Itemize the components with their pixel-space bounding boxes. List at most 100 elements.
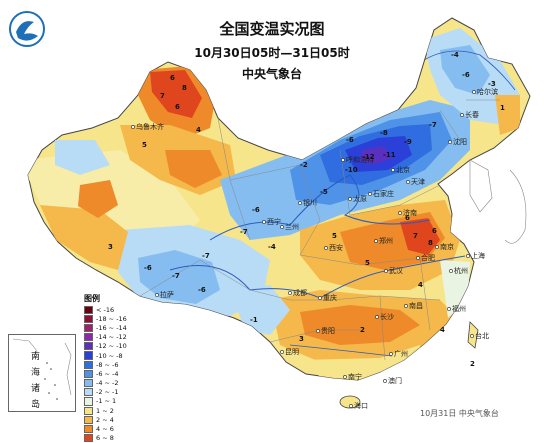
temperature-value: -4 <box>451 51 459 59</box>
zone-xinjiang-deepred <box>150 70 202 118</box>
legend-swatch <box>84 388 93 397</box>
footer-credit: 10月31日 中央气象台 <box>420 409 499 418</box>
city-label: 哈尔滨 <box>477 88 498 96</box>
city-dot <box>449 269 453 273</box>
city-label: 澳门 <box>388 377 402 385</box>
legend-swatch <box>84 369 93 378</box>
legend-label: 2 ~ 4 <box>96 415 114 424</box>
zone-northeast-orange <box>495 95 520 135</box>
legend-label: -4 ~ -2 <box>96 379 119 388</box>
legend-label: 1 ~ 2 <box>96 406 114 415</box>
city-dot <box>324 246 328 250</box>
temperature-value: -6 <box>346 136 354 144</box>
temperature-value: 8 <box>182 84 187 92</box>
city-label: 福州 <box>452 305 466 313</box>
temperature-value: 3 <box>299 335 304 343</box>
temperature-value: -6 <box>252 206 260 214</box>
pearl-river <box>289 344 393 357</box>
korea-peninsula <box>469 159 493 213</box>
zone-sw-lightblue <box>230 285 290 335</box>
city-label: 西安 <box>329 244 343 252</box>
temperature-value: 6 <box>405 214 410 222</box>
temperature-value: -2 <box>300 161 308 169</box>
legend-item: -1 ~ 1 <box>84 397 134 406</box>
city-label: 兰州 <box>285 223 299 231</box>
city-label: 呼和浩特 <box>346 156 374 164</box>
temperature-value: 7 <box>160 92 165 100</box>
zone-south-orange-2 <box>78 180 118 218</box>
city-dot <box>316 329 320 333</box>
map-subtitle: 10月30日05时—31日05时 <box>194 46 350 60</box>
city-label: 济南 <box>403 209 417 217</box>
temperature-value: -7 <box>240 228 248 236</box>
legend-swatch <box>84 397 93 406</box>
temperature-value: 5 <box>332 232 337 240</box>
city-dot <box>343 375 347 379</box>
legend-item: -10 ~ -8 <box>84 351 134 360</box>
legend-swatch <box>84 333 93 342</box>
legend-rows: < -16 -18 ~ -16 -16 ~ -14 -14 ~ -12 -12 ~ -1… <box>84 305 134 443</box>
temperature-value: 2 <box>470 360 475 368</box>
agency-name: 中央气象台 <box>241 67 302 81</box>
city-dot <box>288 291 292 295</box>
city-dot <box>383 379 387 383</box>
city-label: 贵阳 <box>321 327 335 335</box>
city-dot <box>398 211 402 215</box>
legend-label: < -16 <box>96 305 115 314</box>
legend-swatch <box>84 314 93 323</box>
temperature-value: -7 <box>429 121 437 129</box>
legend-swatch <box>84 342 93 351</box>
city-label: 合肥 <box>421 254 435 262</box>
temperature-value: -6 <box>462 71 470 79</box>
city-dot <box>472 90 476 94</box>
japan-outline <box>504 169 527 244</box>
city-label: 沈阳 <box>453 138 467 146</box>
city-dot <box>375 315 379 319</box>
city-label: 昆明 <box>285 348 299 356</box>
temperature-value: -6 <box>198 286 206 294</box>
legend: 图例 < -16 -18 ~ -16 -16 ~ -14 -14 ~ -12 -12 ~… <box>84 293 134 443</box>
city-dot <box>447 307 451 311</box>
temperature-value: -11 <box>383 151 396 159</box>
temperature-value: 4 <box>440 326 445 334</box>
legend-title: 图例 <box>84 294 100 303</box>
city-dot <box>466 254 470 258</box>
temperature-value: -6 <box>144 264 152 272</box>
city-label: 武汉 <box>389 267 403 275</box>
temperature-value: 1 <box>500 104 505 112</box>
legend-item: -16 ~ -14 <box>84 323 134 333</box>
legend-label: -10 ~ -8 <box>96 351 123 360</box>
city-label: 银川 <box>303 199 317 207</box>
legend-swatch <box>84 415 93 424</box>
legend-item: 6 ~ 8 <box>84 434 134 443</box>
city-label: 长沙 <box>380 313 394 321</box>
city-dot <box>389 352 393 356</box>
legend-swatch <box>84 360 93 369</box>
city-dot <box>298 201 302 205</box>
map-canvas <box>27 17 531 409</box>
zone-north-purple <box>360 146 392 164</box>
legend-item: -4 ~ -2 <box>84 379 134 388</box>
city-dot <box>391 168 395 172</box>
city-label: 北京 <box>396 166 410 174</box>
zone-central-red <box>400 218 440 255</box>
legend-item: 4 ~ 6 <box>84 424 134 434</box>
legend-label: -16 ~ -14 <box>96 323 127 332</box>
legend-label: 4 ~ 6 <box>96 425 114 434</box>
city-dot <box>368 192 372 196</box>
legend-swatch <box>84 379 93 388</box>
zone-south-orange <box>40 205 128 270</box>
zone-northeast-blue <box>440 45 490 95</box>
city-label: 南京 <box>440 243 454 251</box>
legend-label: -14 ~ -12 <box>96 333 127 342</box>
city-dot <box>280 225 284 229</box>
zone-south-belt-deep <box>300 305 420 345</box>
city-dot <box>349 404 353 408</box>
legend-item: -2 ~ -1 <box>84 388 134 397</box>
city-dots <box>131 90 476 408</box>
temperature-value: 5 <box>365 259 370 267</box>
legend-swatch <box>84 406 93 415</box>
legend-label: 6 ~ 8 <box>96 434 114 443</box>
south-china-sea-inset: 南 海 诸 岛 <box>8 334 76 412</box>
city-label: 广州 <box>394 350 408 358</box>
